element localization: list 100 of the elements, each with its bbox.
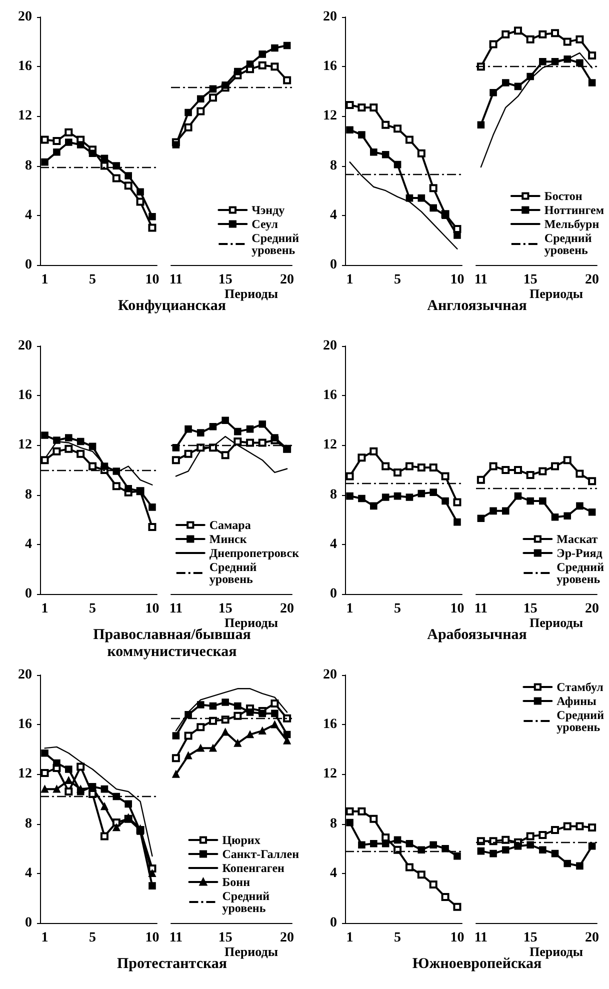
legend-label: Средний уровень xyxy=(556,560,604,586)
y-tick-label: 20 xyxy=(323,668,337,682)
y-tick-label: 8 xyxy=(25,816,32,832)
x-tick-label: 11 xyxy=(169,930,183,946)
y-tick-label: 4 xyxy=(25,208,32,223)
legend-label: Ноттингем xyxy=(544,203,604,217)
x-tick-label: 20 xyxy=(585,272,600,288)
x-tick-label: 15 xyxy=(523,930,538,946)
x-tick-label: 1 xyxy=(41,602,48,616)
legend-label: Средний уровень xyxy=(209,560,257,586)
x-tick-label: 20 xyxy=(280,272,294,288)
y-tick-label: 4 xyxy=(330,536,337,552)
legend-label: Днепропетровск xyxy=(209,546,300,560)
y-tick-label: 0 xyxy=(25,586,32,602)
x-tick-label: 10 xyxy=(450,602,464,616)
y-tick-label: 8 xyxy=(25,158,32,174)
x-axis-title: Периоды xyxy=(530,615,583,630)
x-tick-label: 11 xyxy=(474,602,488,616)
y-tick-label: 16 xyxy=(323,388,337,404)
y-tick-label: 8 xyxy=(330,816,337,832)
x-tick-label: 5 xyxy=(394,602,402,616)
x-tick-label: 5 xyxy=(89,272,96,288)
x-axis-title: Периоды xyxy=(224,615,278,630)
x-tick-label: 20 xyxy=(585,602,600,616)
x-tick-label: 10 xyxy=(145,602,160,616)
legend-label: Чэнду xyxy=(252,203,285,217)
x-tick-label: 15 xyxy=(523,602,538,616)
x-tick-label: 10 xyxy=(145,930,160,946)
y-tick-label: 4 xyxy=(330,208,337,223)
legend-label: Средний уровень xyxy=(222,889,270,915)
y-tick-label: 0 xyxy=(25,258,32,272)
legend-label: Средний уровень xyxy=(252,231,300,257)
y-tick-label: 16 xyxy=(18,59,32,74)
legend-label: Самара xyxy=(209,518,251,532)
x-tick-label: 11 xyxy=(169,602,183,616)
x-axis-title: Периоды xyxy=(224,944,278,959)
y-tick-label: 0 xyxy=(330,258,337,272)
x-tick-label: 5 xyxy=(394,272,402,288)
x-tick-label: 1 xyxy=(346,602,354,616)
x-tick-label: 15 xyxy=(218,602,232,616)
x-tick-label: 5 xyxy=(394,930,402,946)
text: Южноевропейская xyxy=(411,956,542,973)
y-tick-label: 4 xyxy=(25,866,32,881)
text: Англоязычная xyxy=(427,298,527,314)
y-tick-label: 12 xyxy=(18,438,32,453)
text: Конфуцианская xyxy=(117,298,226,315)
text: Арабоязычная xyxy=(427,627,527,643)
y-tick-label: 20 xyxy=(323,10,337,24)
y-tick-label: 12 xyxy=(323,438,337,453)
y-tick-label: 4 xyxy=(330,866,337,881)
x-tick-label: 10 xyxy=(450,930,464,946)
x-tick-label: 11 xyxy=(169,272,183,288)
y-tick-label: 20 xyxy=(18,668,32,682)
y-tick-label: 8 xyxy=(25,487,32,502)
x-tick-label: 15 xyxy=(523,272,538,288)
legend-label: Средний уровень xyxy=(544,231,592,257)
x-tick-label: 1 xyxy=(346,930,354,946)
x-tick-label: 1 xyxy=(41,930,48,946)
y-tick-label: 0 xyxy=(330,586,337,602)
x-axis-title: Периоды xyxy=(530,286,583,301)
x-tick-label: 20 xyxy=(280,930,294,946)
y-tick-label: 0 xyxy=(330,916,337,930)
legend-label: Эр-Рияд xyxy=(556,546,602,560)
text: Протестантская xyxy=(116,956,228,973)
legend-label: Маскат xyxy=(556,532,598,546)
x-tick-label: 11 xyxy=(474,930,488,946)
x-tick-label: 1 xyxy=(346,272,354,288)
x-tick-label: 11 xyxy=(474,272,488,288)
y-tick-label: 12 xyxy=(323,108,337,124)
y-tick-label: 4 xyxy=(25,536,32,552)
legend-label: Бонн xyxy=(222,875,250,889)
x-tick-label: 10 xyxy=(450,272,464,288)
y-tick-label: 12 xyxy=(18,108,32,124)
y-tick-label: 8 xyxy=(330,158,337,174)
legend-label: Бостон xyxy=(544,189,582,203)
legend-label: Афины xyxy=(556,694,598,708)
y-tick-label: 20 xyxy=(18,10,32,24)
x-tick-label: 15 xyxy=(218,272,232,288)
y-tick-label: 16 xyxy=(323,717,337,732)
x-tick-label: 10 xyxy=(145,272,160,288)
y-tick-label: 20 xyxy=(18,338,32,354)
x-axis-title: Периоды xyxy=(530,944,583,959)
legend-label: Стамбул xyxy=(556,680,604,694)
y-tick-label: 12 xyxy=(18,766,32,782)
x-tick-label: 5 xyxy=(89,602,96,616)
y-tick-label: 8 xyxy=(330,487,337,502)
x-tick-label: 20 xyxy=(585,930,600,946)
text: Православная/бывшая коммунистическая xyxy=(92,627,251,661)
legend-label: Минск xyxy=(209,532,247,546)
x-tick-label: 15 xyxy=(218,930,232,946)
legend-label: Сеул xyxy=(252,217,278,231)
legend-label: Санкт-Галлен xyxy=(222,847,300,861)
y-tick-label: 16 xyxy=(18,717,32,732)
y-tick-label: 16 xyxy=(323,59,337,74)
legend-label: Цюрих xyxy=(222,833,260,847)
y-tick-label: 16 xyxy=(18,388,32,404)
x-tick-label: 1 xyxy=(41,272,48,288)
y-tick-label: 20 xyxy=(323,338,337,354)
legend-label: Копенгаген xyxy=(222,861,285,875)
y-tick-label: 12 xyxy=(323,766,337,782)
